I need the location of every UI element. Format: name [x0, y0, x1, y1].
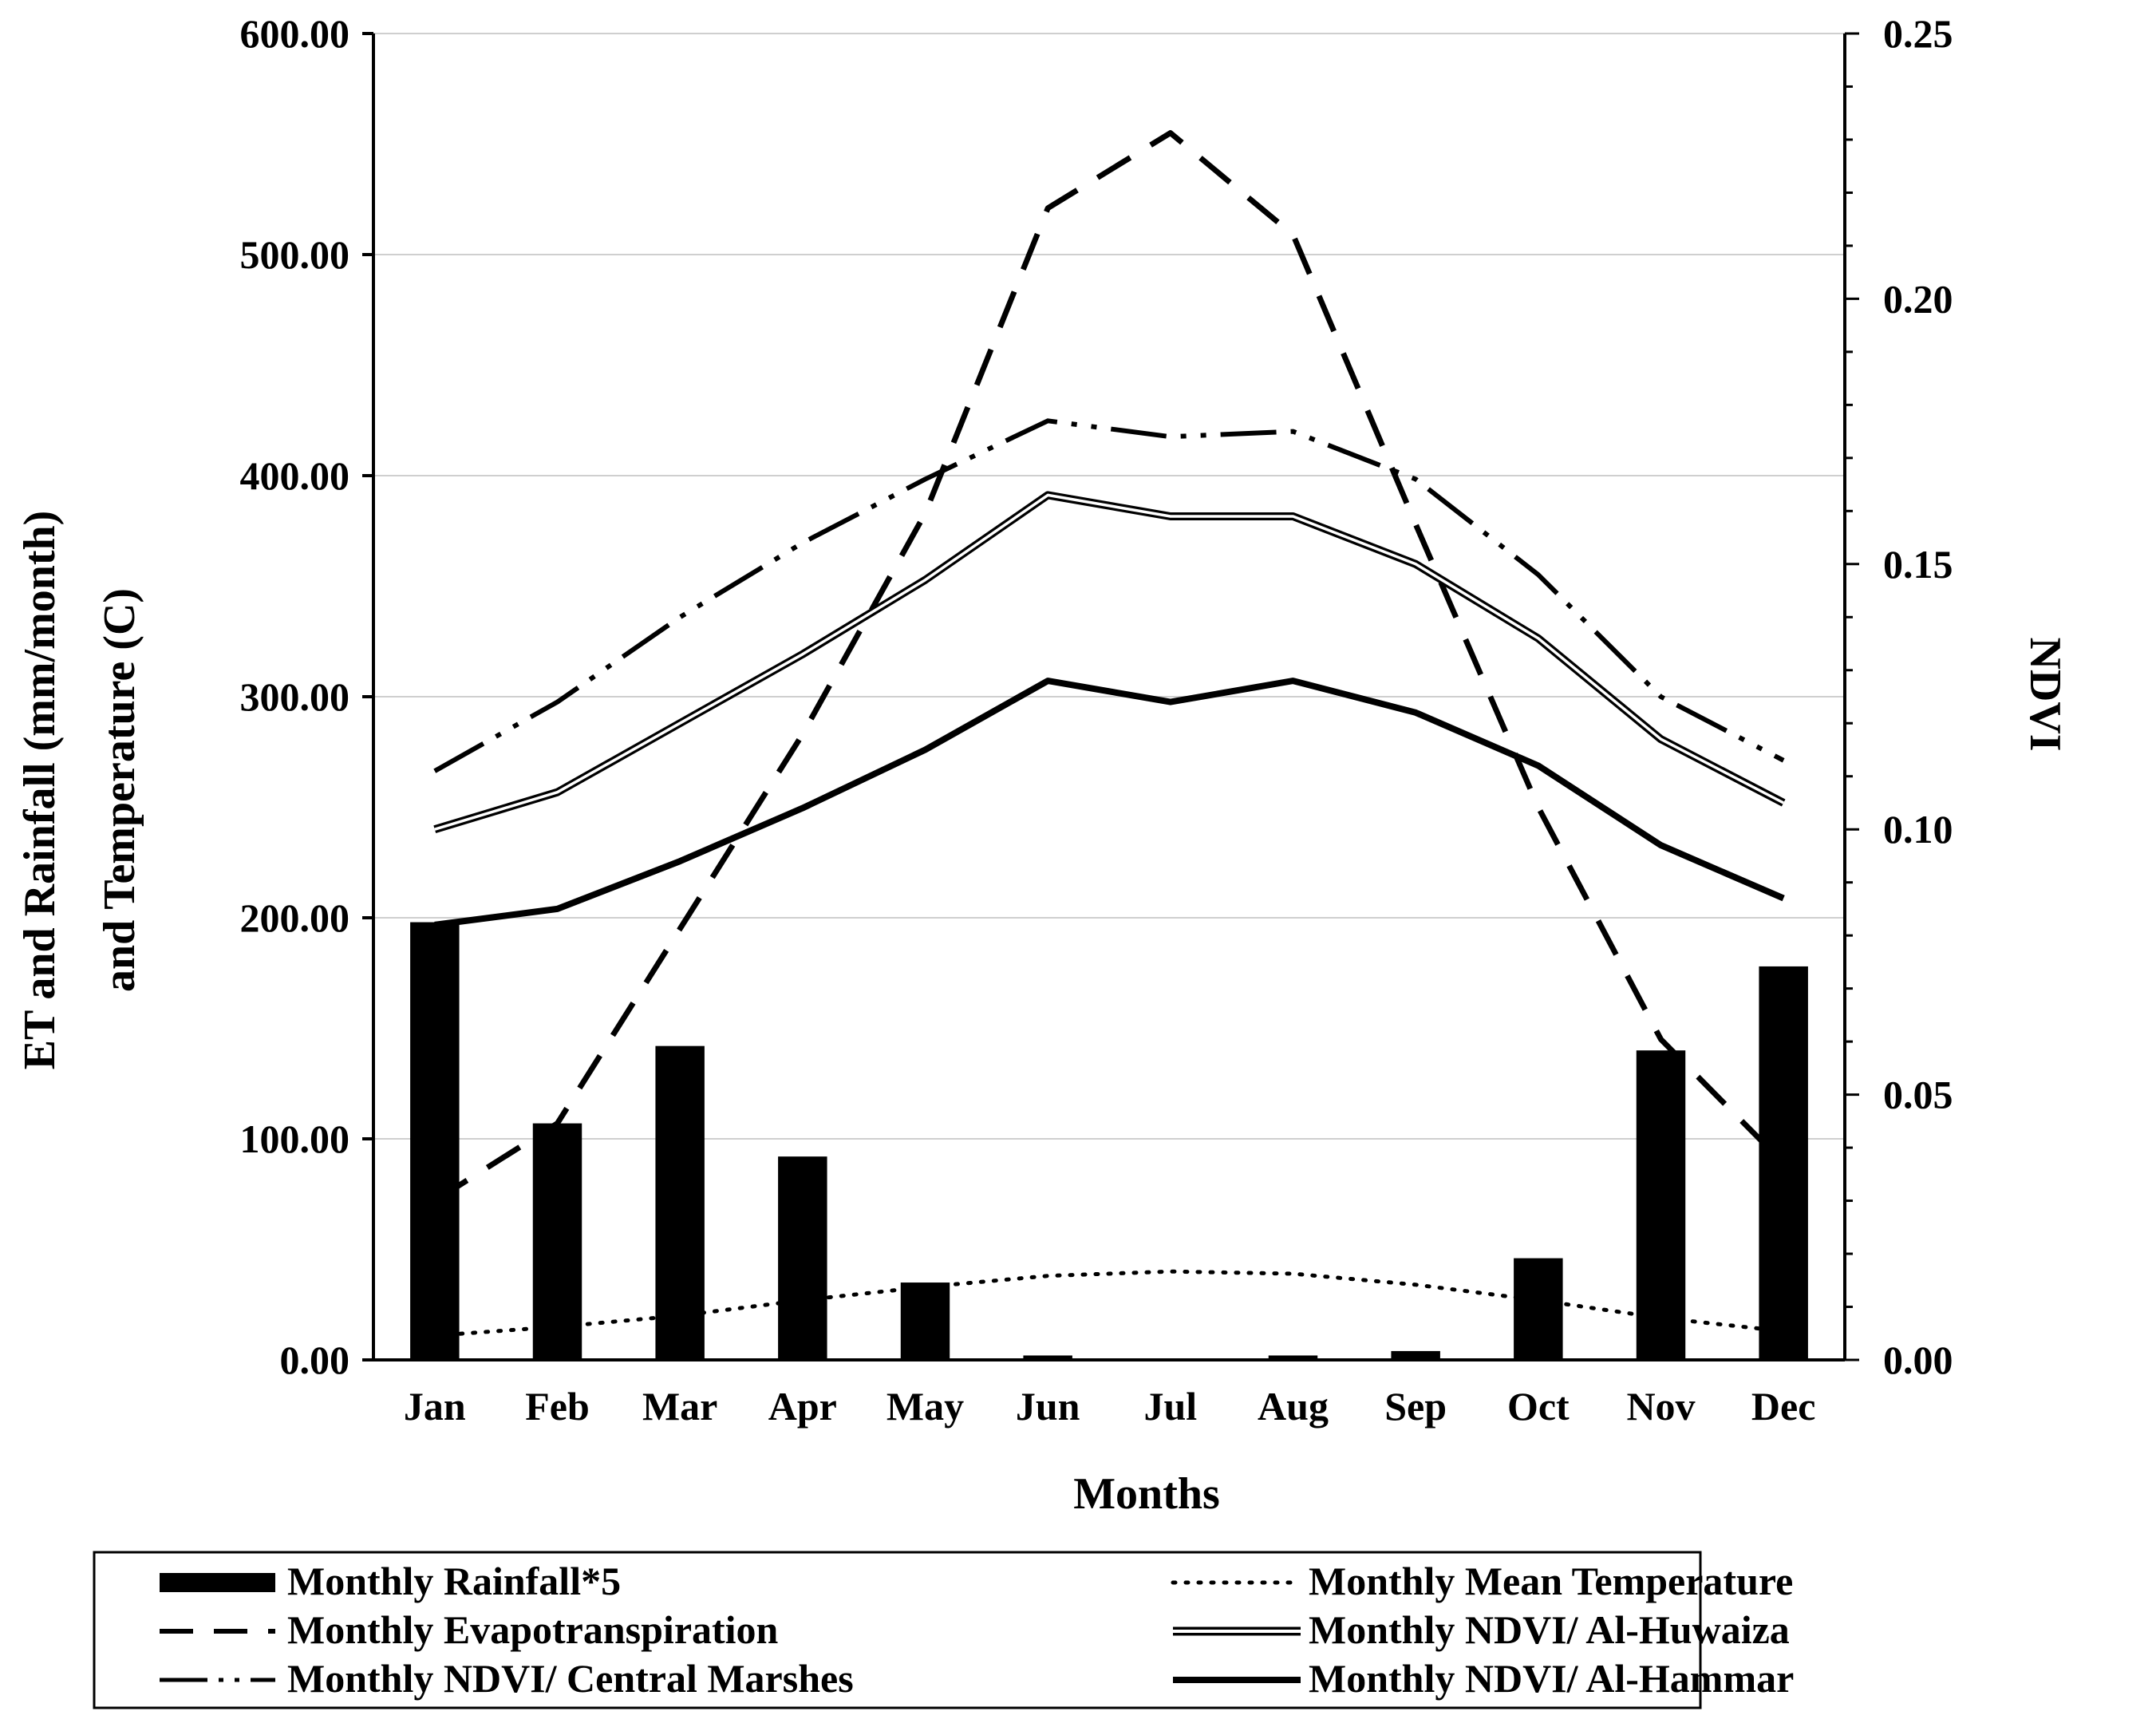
bar-rainfall-oct	[1514, 1258, 1563, 1360]
y-tick-label-right: 0.05	[1883, 1073, 1953, 1117]
x-tick-label-oct: Oct	[1507, 1384, 1570, 1429]
x-tick-label-apr: Apr	[768, 1384, 837, 1429]
x-tick-label-may: May	[886, 1384, 964, 1429]
line-monthly-ndvi-al-huwaiza-inner	[434, 493, 1785, 831]
bar-rainfall-mar	[655, 1045, 705, 1360]
y-tick-label-left: 0.00	[280, 1338, 350, 1382]
y-tick-label-left: 400.00	[240, 453, 350, 498]
x-tick-label-jul: Jul	[1143, 1384, 1197, 1429]
bar-rainfall-jan	[410, 922, 460, 1360]
x-tick-label-jan: Jan	[404, 1384, 466, 1429]
series-lines	[432, 130, 1786, 1338]
x-tick-label-aug: Aug	[1258, 1384, 1329, 1429]
x-tick-label-feb: Feb	[525, 1384, 590, 1429]
line-monthly-ndvi-central-marshes	[433, 418, 1785, 773]
y-tick-label-left: 300.00	[240, 674, 350, 719]
bar-rainfall-feb	[532, 1123, 582, 1360]
y-tick-label-right: 0.10	[1883, 807, 1953, 852]
y-axis-title-right: NDVI	[2020, 637, 2070, 751]
bar-rainfall-sep	[1391, 1350, 1440, 1360]
legend-label-central-marshes: Monthly NDVI/ Central Marshes	[287, 1656, 854, 1701]
line-monthly-evapotranspiration	[432, 130, 1786, 1203]
line-monthly-ndvi-al-huwaiza	[433, 491, 1786, 833]
line-monthly-ndvi-al-hammar	[434, 678, 1785, 928]
y-tick-label-left: 600.00	[240, 11, 350, 56]
x-tick-label-jun: Jun	[1016, 1384, 1080, 1429]
x-tick-label-sep: Sep	[1384, 1384, 1447, 1429]
y-tick-label-left: 200.00	[240, 895, 350, 940]
bar-rainfall-aug	[1268, 1355, 1318, 1360]
bar-rainfall-nov	[1636, 1050, 1686, 1360]
x-tick-label-dec: Dec	[1751, 1384, 1816, 1429]
bar-rainfall-jun	[1023, 1355, 1072, 1360]
y-tick-label-right: 0.00	[1883, 1338, 1953, 1382]
y-axis-title-left-line2: and Temperature (C)	[95, 588, 144, 992]
bar-rainfall-apr	[778, 1156, 827, 1360]
legend-label-evapotranspiration: Monthly Evapotranspiration	[287, 1607, 779, 1652]
bar-rainfall-may	[900, 1282, 950, 1360]
legend-label-temperature: Monthly Mean Temperature	[1309, 1559, 1793, 1603]
legend-label-huwaiza: Monthly NDVI/ Al-Huwaiza	[1309, 1607, 1790, 1652]
legend: Monthly Rainfall*5 Monthly Mean Temperat…	[93, 1551, 1794, 1709]
gridlines	[373, 33, 1845, 1140]
axes: 0.00 100.00 200.00 300.00 400.00 500.00 600.00…	[240, 11, 1953, 1429]
line-monthly-mean-temperature	[432, 1269, 1786, 1338]
legend-box	[93, 1551, 1702, 1709]
bar-rainfall-dec	[1759, 966, 1808, 1360]
y-tick-label-left: 100.00	[240, 1116, 350, 1161]
x-axis-title: Months	[1073, 1469, 1220, 1519]
rainfall-bars	[410, 922, 1808, 1360]
legend-label-rainfall: Monthly Rainfall*5	[287, 1559, 621, 1603]
legend-label-hammar: Monthly NDVI/ Al-Hammar	[1309, 1656, 1794, 1701]
x-tick-label-nov: Nov	[1626, 1384, 1695, 1429]
y-tick-label-left: 500.00	[240, 232, 350, 277]
y-tick-label-right: 0.25	[1883, 11, 1953, 56]
y-axis-title-left-line1: ET and Rainfall (mm/month)	[15, 511, 65, 1070]
x-tick-label-mar: Mar	[642, 1384, 717, 1429]
y-tick-label-right: 0.15	[1883, 542, 1953, 587]
y-tick-label-right: 0.20	[1883, 276, 1953, 321]
